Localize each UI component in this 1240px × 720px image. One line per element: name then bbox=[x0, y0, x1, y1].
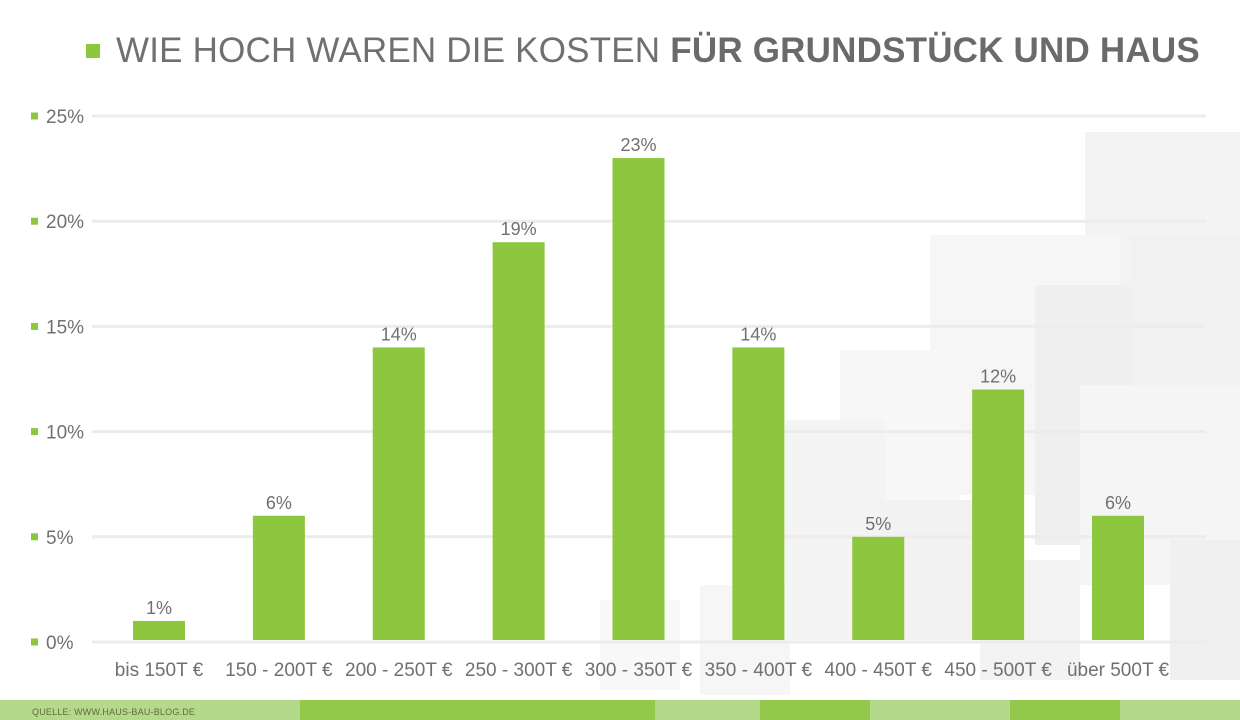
bar bbox=[972, 389, 1025, 640]
y-tick-label: 0% bbox=[46, 633, 74, 654]
y-tick-marker bbox=[31, 217, 38, 225]
title-regular-part: WIE HOCH WAREN DIE KOSTEN bbox=[116, 31, 661, 70]
x-tick-label: bis 150T € bbox=[115, 660, 204, 681]
y-tick-marker bbox=[31, 638, 38, 646]
x-tick-label: über 500T € bbox=[1067, 660, 1170, 681]
y-tick-label: 25% bbox=[46, 107, 84, 128]
y-tick-label: 5% bbox=[46, 528, 74, 549]
x-tick-label: 450 - 500T € bbox=[944, 660, 1052, 681]
title-bold-part: FÜR GRUNDSTÜCK UND HAUS bbox=[670, 31, 1200, 70]
bar bbox=[732, 347, 785, 640]
x-tick-label: 250 - 300T € bbox=[465, 660, 573, 681]
chart-title: WIE HOCH WAREN DIE KOSTEN FÜR GRUNDSTÜCK… bbox=[86, 26, 1200, 76]
bar bbox=[852, 536, 905, 640]
bar-value-label: 5% bbox=[865, 514, 891, 534]
bar bbox=[492, 242, 545, 641]
bar bbox=[252, 515, 305, 640]
bar-value-label: 6% bbox=[266, 493, 292, 513]
title-square-icon bbox=[86, 44, 100, 58]
y-tick-marker bbox=[31, 533, 38, 541]
bar bbox=[612, 158, 665, 640]
y-tick-marker bbox=[31, 322, 38, 330]
y-tick-marker bbox=[31, 428, 38, 436]
x-tick-label: 300 - 350T € bbox=[585, 660, 693, 681]
x-tick-label: 350 - 400T € bbox=[705, 660, 813, 681]
footer-stripe bbox=[760, 700, 870, 720]
bar-value-label: 14% bbox=[381, 324, 417, 344]
bar bbox=[133, 620, 185, 640]
bar-value-label: 12% bbox=[980, 367, 1016, 387]
bar bbox=[372, 347, 425, 640]
footer-stripe bbox=[300, 700, 655, 720]
y-tick-label: 15% bbox=[46, 317, 84, 338]
footer-bar bbox=[0, 700, 1240, 720]
source-label: QUELLE: WWW.HAUS-BAU-BLOG.DE bbox=[32, 707, 196, 717]
bar-value-label: 1% bbox=[146, 598, 172, 618]
background-square bbox=[1170, 540, 1240, 680]
bar-value-label: 14% bbox=[740, 324, 776, 344]
x-tick-label: 200 - 250T € bbox=[345, 660, 453, 681]
y-tick-label: 10% bbox=[46, 423, 84, 444]
bar-value-label: 19% bbox=[501, 219, 537, 239]
bar-value-label: 6% bbox=[1105, 493, 1131, 513]
x-tick-label: 400 - 450T € bbox=[825, 660, 933, 681]
y-tick-label: 20% bbox=[46, 212, 84, 233]
footer-stripe bbox=[1010, 700, 1120, 720]
x-tick-label: 150 - 200T € bbox=[225, 660, 333, 681]
y-tick-marker bbox=[31, 112, 38, 120]
bar bbox=[1092, 515, 1144, 640]
bar-value-label: 23% bbox=[620, 135, 656, 155]
